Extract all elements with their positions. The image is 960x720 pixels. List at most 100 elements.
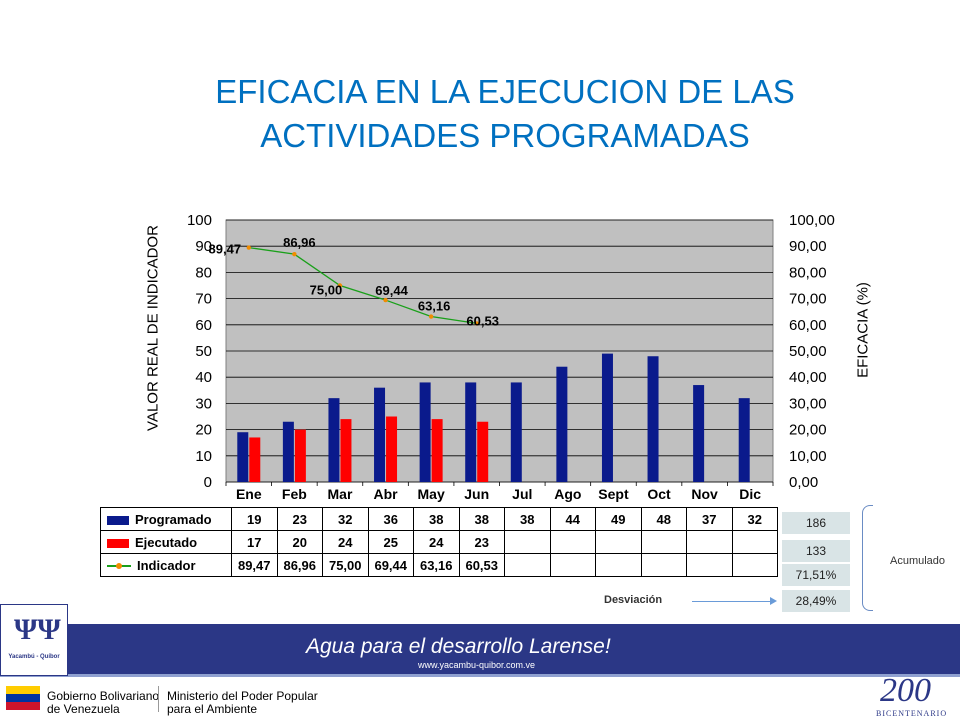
company-logo: ΨΨ Yacambú - Quíbor (0, 604, 68, 676)
x-tick-label: Mar (328, 486, 353, 502)
table-row-indicador: Indicador 89,47 86,96 75,00 69,44 63,16 … (100, 553, 778, 577)
bicentenario-logo: 200 (880, 672, 931, 709)
footer-stripe (0, 674, 960, 677)
bar-programado (510, 382, 522, 482)
chart-title-line-1: EFICACIA EN LA EJECUCION DE LAS (215, 73, 795, 110)
chart-title: EFICACIA EN LA EJECUCION DE LAS ACTIVIDA… (120, 70, 890, 158)
x-tick-label: May (418, 486, 445, 502)
logo-mark-icon: ΨΨ (14, 613, 61, 646)
x-tick-label: Ene (236, 486, 262, 502)
table-cell (731, 553, 778, 577)
indicador-point (383, 297, 388, 303)
y2-tick-label: 0,00 (789, 474, 818, 491)
y2-tick-label: 60,00 (789, 317, 827, 334)
combo-chart: 0 0,00 10 10,00 20 20,00 30 30,00 40 40,00 50 50,00… (187, 212, 835, 502)
table-cell (549, 530, 596, 554)
y2-tick-label: 70,00 (789, 291, 827, 308)
table-cell (640, 530, 687, 554)
desviacion-arrowhead (770, 597, 777, 605)
accumulated-brace (862, 505, 873, 611)
table-cell: 25 (367, 530, 414, 554)
legend-key-programado (107, 515, 129, 525)
bar-programado (647, 356, 659, 482)
y-tick-label: 90 (195, 238, 212, 255)
bar-ejecutado (249, 437, 261, 482)
logo-text: Yacambú - Quíbor (8, 654, 60, 660)
y-tick-label: 20 (195, 422, 212, 439)
y-tick-label: 0 (204, 474, 212, 491)
y2-tick-label: 100,00 (789, 212, 835, 229)
desviacion-label: Desviación (604, 594, 663, 606)
table-row-ejecutado: Ejecutado 17 20 24 25 24 23 (100, 530, 778, 554)
footer-website: www.yacambu-quibor.com.ve (418, 660, 536, 670)
ministerio-line-1: Ministerio del Poder Popular (167, 689, 318, 703)
table-cell (504, 530, 551, 554)
bar-programado (328, 398, 340, 482)
x-tick-label: Sept (598, 486, 629, 502)
bar-ejecutado (340, 419, 352, 482)
bar-programado (693, 385, 705, 482)
table-cell: 19 (231, 507, 278, 531)
table-cell: 32 (322, 507, 369, 531)
bicentenario-text: BICENTENARIO (876, 709, 948, 718)
indicador-point (428, 314, 434, 319)
table-cell (595, 530, 642, 554)
bar-programado (465, 382, 477, 482)
y-tick-label: 60 (195, 317, 212, 334)
table-cell: 32 (731, 507, 778, 531)
table-cell: 24 (322, 530, 369, 554)
indicador-data-label: 60,53 (466, 313, 499, 328)
indicador-point (337, 283, 343, 288)
table-cell (731, 530, 778, 554)
table-cell: 49 (595, 507, 642, 531)
indicador-data-label: 63,16 (418, 299, 451, 314)
y2-tick-label: 40,00 (789, 369, 827, 386)
bar-programado (374, 387, 386, 482)
table-cell: 60,53 (458, 553, 505, 577)
table-cell (686, 530, 733, 554)
accumulated-ejecutado: 133 (782, 540, 850, 562)
indicador-data-label: 89,47 (209, 242, 242, 257)
bar-programado (738, 398, 750, 482)
x-tick-label: Dic (739, 486, 761, 502)
table-cell: 75,00 (322, 553, 369, 577)
gobierno-line-1: Gobierno Bolivariano (47, 689, 160, 703)
gobierno-line-2: de Venezuela (47, 702, 120, 716)
accumulated-programado: 186 (782, 512, 850, 534)
legend-label-programado: Programado (135, 511, 212, 527)
table-cell: 48 (640, 507, 687, 531)
x-tick-label: Oct (647, 486, 671, 502)
table-cell: 63,16 (413, 553, 460, 577)
table-cell: 37 (686, 507, 733, 531)
bar-ejecutado (431, 419, 443, 482)
y-tick-label: 50 (195, 343, 212, 360)
legend-label-indicador: Indicador (137, 557, 196, 573)
table-cell: 23 (458, 530, 505, 554)
footer-separator (158, 686, 159, 712)
y-tick-label: 30 (195, 395, 212, 412)
indicador-data-label: 69,44 (375, 283, 408, 298)
x-tick-label: Jul (512, 486, 532, 502)
table-cell: 38 (413, 507, 460, 531)
accumulated-label: Acumulado (890, 555, 946, 567)
x-tick-label: Nov (691, 486, 718, 502)
table-cell: 86,96 (276, 553, 323, 577)
x-tick-label: Abr (373, 486, 398, 502)
indicador-line (248, 246, 477, 325)
table-cell: 38 (458, 507, 505, 531)
table-row-programado: Programado 19 23 32 36 38 38 38 44 49 48… (100, 507, 778, 531)
chart-title-line-2: ACTIVIDADES PROGRAMADAS (260, 117, 750, 154)
bar-programado (237, 432, 249, 482)
indicador-data-label: 86,96 (283, 235, 316, 250)
bar-programado (601, 353, 613, 482)
table-cell (686, 553, 733, 577)
y-tick-label: 80 (195, 264, 212, 281)
legend-key-ejecutado (107, 538, 129, 548)
y2-tick-label: 30,00 (789, 395, 827, 412)
indicador-point (292, 251, 297, 257)
bar-ejecutado (294, 429, 306, 482)
table-cell (595, 553, 642, 577)
y2-tick-label: 50,00 (789, 343, 827, 360)
accumulated-indicador: 71,51% (782, 564, 850, 586)
y-axis-label-right: EFICACIA (%) (854, 282, 872, 378)
